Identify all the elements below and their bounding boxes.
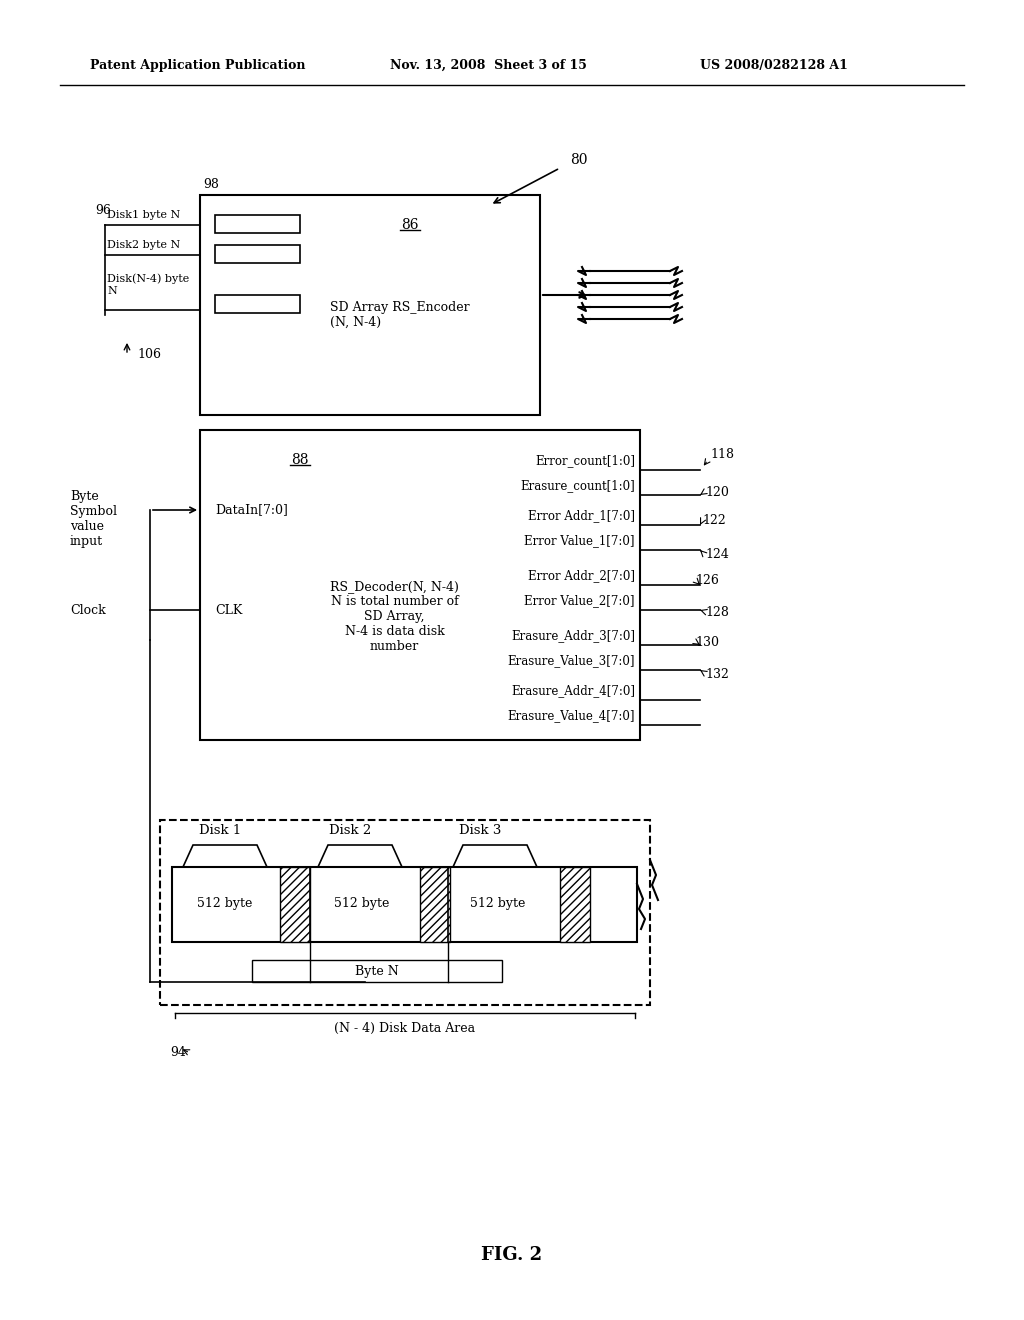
Text: Error Addr_2[7:0]: Error Addr_2[7:0] xyxy=(528,569,635,582)
Text: Byte N: Byte N xyxy=(355,965,399,978)
Text: Erasure_Addr_4[7:0]: Erasure_Addr_4[7:0] xyxy=(511,684,635,697)
Text: US 2008/0282128 A1: US 2008/0282128 A1 xyxy=(700,58,848,71)
Text: Erasure_Addr_3[7:0]: Erasure_Addr_3[7:0] xyxy=(511,630,635,642)
Text: Disk(N-4) byte
N: Disk(N-4) byte N xyxy=(106,273,189,296)
Bar xyxy=(160,820,650,1005)
Text: 128: 128 xyxy=(705,606,729,619)
Text: Byte
Symbol
value
input: Byte Symbol value input xyxy=(70,490,117,548)
Text: 512 byte: 512 byte xyxy=(198,898,253,911)
Text: FIG. 2: FIG. 2 xyxy=(481,1246,543,1265)
Text: 122: 122 xyxy=(702,513,726,527)
Bar xyxy=(215,215,300,234)
Bar xyxy=(280,867,310,942)
Text: Erasure_count[1:0]: Erasure_count[1:0] xyxy=(520,479,635,492)
Text: 86: 86 xyxy=(401,218,419,232)
Text: Error Value_2[7:0]: Error Value_2[7:0] xyxy=(524,594,635,607)
Text: 80: 80 xyxy=(570,153,588,168)
Text: Error Addr_1[7:0]: Error Addr_1[7:0] xyxy=(528,510,635,521)
Bar xyxy=(420,867,450,942)
Text: Patent Application Publication: Patent Application Publication xyxy=(90,58,305,71)
Text: RS_Decoder(N, N-4)
N is total number of
SD Array,
N-4 is data disk
number: RS_Decoder(N, N-4) N is total number of … xyxy=(330,579,459,653)
Text: Error Value_1[7:0]: Error Value_1[7:0] xyxy=(524,535,635,546)
Text: 512 byte: 512 byte xyxy=(470,898,525,911)
Text: Disk1 byte N: Disk1 byte N xyxy=(106,210,180,220)
Text: 126: 126 xyxy=(695,573,719,586)
Text: 94: 94 xyxy=(170,1047,186,1060)
Text: 512 byte: 512 byte xyxy=(334,898,390,911)
Text: CLK: CLK xyxy=(215,603,243,616)
Text: 120: 120 xyxy=(705,486,729,499)
Text: SD Array RS_Encoder
(N, N-4): SD Array RS_Encoder (N, N-4) xyxy=(330,301,470,329)
Text: Nov. 13, 2008  Sheet 3 of 15: Nov. 13, 2008 Sheet 3 of 15 xyxy=(390,58,587,71)
Text: DataIn[7:0]: DataIn[7:0] xyxy=(215,503,288,516)
Text: Disk 1: Disk 1 xyxy=(199,824,241,837)
Bar xyxy=(172,867,637,942)
Text: 118: 118 xyxy=(710,449,734,462)
Bar xyxy=(200,430,640,741)
Text: 106: 106 xyxy=(137,348,161,362)
Text: 96: 96 xyxy=(95,203,111,216)
Text: (N - 4) Disk Data Area: (N - 4) Disk Data Area xyxy=(335,1022,475,1035)
Text: Clock: Clock xyxy=(70,603,105,616)
Bar xyxy=(215,246,300,263)
Text: 124: 124 xyxy=(705,549,729,561)
Text: 132: 132 xyxy=(705,668,729,681)
Text: Disk2 byte N: Disk2 byte N xyxy=(106,240,180,249)
Text: Erasure_Value_4[7:0]: Erasure_Value_4[7:0] xyxy=(508,709,635,722)
Bar xyxy=(215,294,300,313)
Text: Disk 3: Disk 3 xyxy=(459,824,501,837)
Text: 130: 130 xyxy=(695,635,719,648)
Text: Error_count[1:0]: Error_count[1:0] xyxy=(535,454,635,467)
Text: 88: 88 xyxy=(291,453,309,467)
Bar xyxy=(252,960,502,982)
Bar xyxy=(560,867,590,942)
Bar xyxy=(200,195,540,414)
Text: 98: 98 xyxy=(203,178,219,191)
Text: Disk 2: Disk 2 xyxy=(329,824,371,837)
Text: Erasure_Value_3[7:0]: Erasure_Value_3[7:0] xyxy=(508,653,635,667)
